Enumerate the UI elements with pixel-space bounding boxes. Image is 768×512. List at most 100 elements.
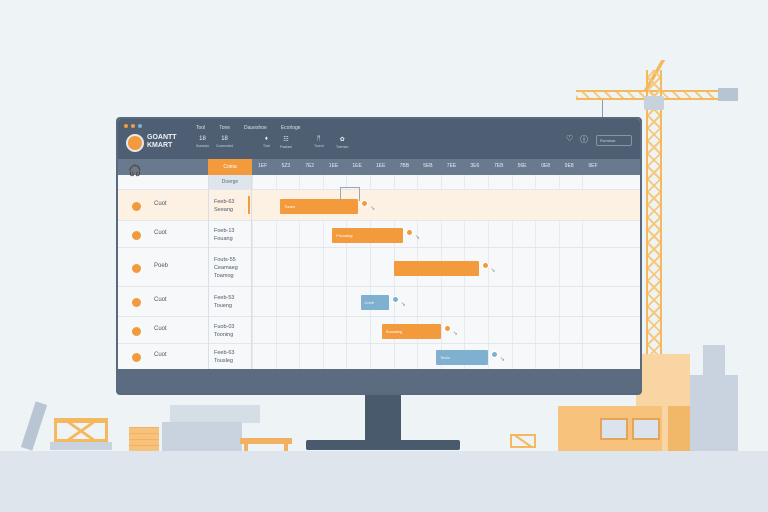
dependency-connector bbox=[340, 187, 360, 201]
timeline-column-label: 1EE bbox=[328, 163, 339, 169]
table-row[interactable]: Cuot Fuob-03 Tooning Srooateg ➘ bbox=[118, 316, 640, 343]
dependency-arrow-icon: ➘ bbox=[500, 357, 506, 363]
timeline-column-label: 5Z3 bbox=[281, 163, 291, 169]
toolbar-glyph: 18 bbox=[221, 136, 228, 142]
table-row[interactable]: Cuot Feeb-53 Toueng Coeb ➘ bbox=[118, 286, 640, 316]
monitor-stand-base bbox=[306, 440, 460, 450]
task-dates: Fouts-55 Ceamaeg Toamog bbox=[214, 256, 254, 280]
menu-item[interactable]: Ecorloge bbox=[280, 125, 301, 131]
task-bar[interactable]: Srooateg bbox=[381, 323, 441, 339]
menu-item[interactable]: Tool bbox=[196, 125, 206, 131]
status-dot bbox=[132, 201, 141, 211]
table-row[interactable]: Cuot Feeb-63 Tousleg Teoto ➘ bbox=[118, 343, 640, 369]
timeline-column-label: 56E bbox=[517, 163, 527, 169]
toolbar-button[interactable]: ♦ Tirai bbox=[263, 136, 270, 148]
column-divider bbox=[251, 175, 252, 369]
toolbar-glyph: ✿ bbox=[339, 137, 345, 143]
timeline-column-label: 7EE bbox=[446, 163, 457, 169]
headset-icon: 🎧 bbox=[128, 165, 142, 177]
timeline-column-label: 1EE bbox=[352, 163, 362, 169]
current-marker bbox=[248, 196, 250, 214]
dependency-arrow-icon: ➘ bbox=[370, 205, 376, 212]
building bbox=[668, 406, 690, 451]
task-date-line: Toueng bbox=[214, 303, 233, 309]
grid-line bbox=[535, 175, 537, 369]
building bbox=[558, 406, 662, 451]
task-name: Cuot bbox=[154, 229, 167, 236]
window-controls bbox=[124, 124, 142, 128]
task-bar-label: Coeb bbox=[364, 300, 375, 305]
toolbar-button[interactable]: ᛗ Tound bbox=[314, 136, 324, 148]
grid-line bbox=[370, 175, 371, 369]
task-bar-label: Teoto bbox=[440, 355, 450, 360]
table-row[interactable]: Poeb Fouts-55 Ceamaeg Toamog ➘ bbox=[118, 247, 640, 286]
crate bbox=[129, 427, 159, 451]
building-window bbox=[600, 418, 628, 440]
task-date-line: Tousleg bbox=[214, 358, 233, 364]
timeline-header: 1EF 5Z3 7E2 1EE 1EE 1EE 7BB 5EB 7EE 3E6 7EB 56E 0E8 9… bbox=[118, 159, 640, 175]
bench-leg bbox=[284, 444, 288, 451]
milestone-handle[interactable] bbox=[391, 296, 399, 303]
timeline-column-label: 0E8 bbox=[541, 163, 551, 169]
grid-line bbox=[582, 175, 584, 369]
status-dot bbox=[132, 326, 141, 336]
task-bar[interactable]: Tooes bbox=[280, 198, 359, 214]
grid-line bbox=[275, 175, 277, 369]
task-date-line: Feeb-53 bbox=[214, 295, 235, 301]
search-input[interactable]: Rovsisar bbox=[596, 135, 632, 146]
task-bar[interactable]: Prooatug bbox=[332, 227, 404, 243]
menu-item[interactable]: Tone bbox=[219, 125, 231, 131]
task-bar[interactable]: Teoto bbox=[436, 350, 488, 365]
dependency-arrow-icon: ➘ bbox=[452, 330, 458, 337]
toolbar-glyph: ᛗ bbox=[316, 136, 321, 142]
grid-line bbox=[346, 175, 348, 369]
milestone-handle[interactable] bbox=[443, 324, 451, 332]
task-date-line: Feeb-63 bbox=[214, 350, 235, 356]
building bbox=[703, 345, 725, 375]
grid-line bbox=[488, 175, 489, 369]
task-date-line: Ceamaeg bbox=[214, 264, 238, 271]
table-row[interactable]: Cuot Feeb-63 Seeang Tooes ➘ bbox=[118, 189, 640, 220]
heart-icon[interactable]: ♡ bbox=[566, 134, 574, 143]
toolbar-button[interactable]: 18 Sueaoto bbox=[196, 136, 209, 148]
milestone-handle[interactable] bbox=[491, 351, 498, 358]
task-date-line: Fouang bbox=[214, 235, 233, 242]
info-icon[interactable]: ⓘ bbox=[580, 135, 588, 144]
task-bar-label: Tooes bbox=[284, 203, 295, 209]
bench-leg bbox=[244, 444, 248, 451]
task-date-line: Seeang bbox=[214, 206, 233, 213]
task-date-line: Feeb-63 bbox=[214, 198, 235, 205]
status-dot bbox=[132, 263, 141, 273]
task-bar[interactable]: Coeb bbox=[360, 295, 389, 310]
window-dot[interactable] bbox=[138, 124, 142, 128]
building bbox=[690, 375, 738, 451]
table-row[interactable]: Cuot Foeb-13 Fouang Prooatug ➘ bbox=[118, 220, 640, 247]
task-date-line: Fouts-55 bbox=[214, 256, 236, 263]
tab-active-column[interactable]: Cotoa bbox=[208, 159, 252, 175]
dependency-arrow-icon: ➘ bbox=[490, 267, 496, 274]
task-bar[interactable] bbox=[393, 260, 479, 276]
timeline-column-label: 9EF bbox=[588, 163, 598, 169]
milestone-handle[interactable] bbox=[361, 199, 369, 207]
timeline-column-label: 7BB bbox=[399, 163, 410, 169]
task-bar-label: Prooatug bbox=[336, 232, 353, 238]
toolbar-button[interactable]: ☷ Paataol bbox=[280, 136, 292, 149]
toolbar-glyph: ☷ bbox=[283, 137, 289, 143]
grid-line bbox=[558, 175, 560, 369]
task-dates: Feeb-63 Tousleg bbox=[214, 349, 254, 365]
window-dot[interactable] bbox=[124, 124, 128, 128]
task-date-line: Toamog bbox=[214, 272, 234, 279]
monitor-bezel bbox=[118, 369, 640, 393]
concrete-block-base bbox=[162, 422, 242, 451]
grid-line bbox=[511, 175, 513, 369]
window-dot[interactable] bbox=[131, 124, 135, 128]
menu-item[interactable]: Daueshoe bbox=[244, 125, 267, 131]
milestone-handle[interactable] bbox=[481, 261, 489, 269]
concrete-block bbox=[170, 405, 260, 423]
toolbar-button[interactable]: ✿ Toemao bbox=[336, 136, 348, 149]
task-name: Cuot bbox=[154, 352, 167, 358]
toolbar-label: Sueaoto bbox=[196, 144, 210, 148]
milestone-handle[interactable] bbox=[406, 228, 414, 236]
status-dot bbox=[132, 230, 141, 240]
toolbar-button[interactable]: 18 Coonnoted bbox=[216, 136, 233, 148]
